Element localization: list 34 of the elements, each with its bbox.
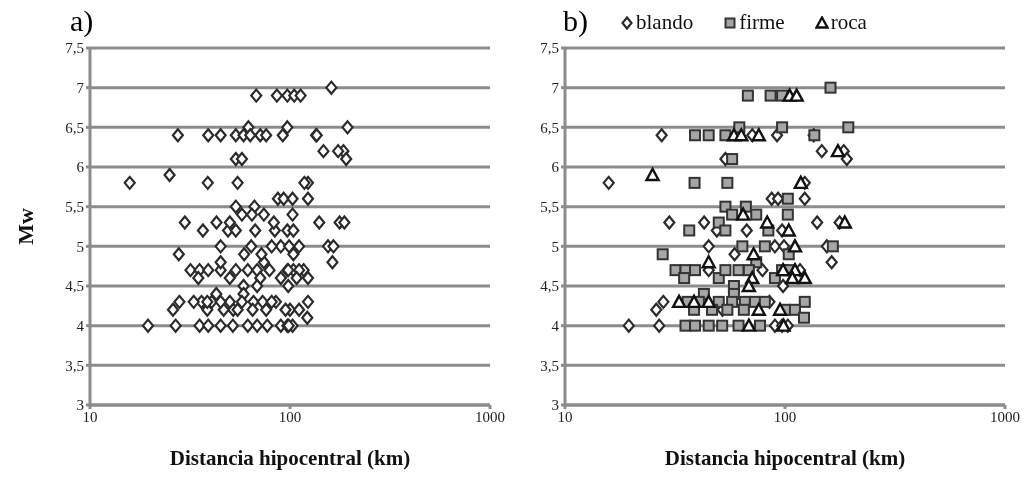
y-tick-label: 4 (76, 317, 85, 334)
x-tick-label: 1000 (475, 408, 505, 425)
y-tick-label: 7 (551, 79, 560, 96)
y-tick-label: 6,5 (65, 119, 84, 136)
x-tick-label: 10 (557, 408, 573, 425)
y-tick-label: 5,5 (65, 198, 84, 215)
y-tick-label: 7,5 (540, 40, 559, 57)
x-axis-title: Distancia hipocentral (km) (169, 446, 411, 470)
y-tick-label: 3 (76, 397, 84, 414)
y-tick-label: 3,5 (540, 357, 559, 374)
y-tick-label: 5 (76, 238, 84, 255)
chart-title: a) (70, 4, 94, 38)
y-tick-label: 3 (551, 397, 559, 414)
y-axis-title: Mw (12, 208, 38, 245)
x-tick-label: 100 (773, 408, 797, 425)
y-tick-label: 5 (551, 238, 559, 255)
y-tick-label: 6,5 (540, 119, 559, 136)
legend-label: firme (739, 10, 785, 35)
y-tick-label: 6 (76, 159, 85, 176)
x-tick-label: 100 (278, 408, 302, 425)
x-tick-label: 10 (82, 408, 98, 425)
legend-label: roca (830, 10, 867, 35)
y-tick-label: 3,5 (65, 357, 84, 374)
y-tick-label: 5,5 (540, 198, 559, 215)
y-tick-label: 7 (76, 79, 85, 96)
y-tick-label: 4,5 (65, 278, 84, 295)
y-tick-label: 6 (551, 159, 560, 176)
legend-label: blando (636, 10, 694, 35)
y-tick-label: 4 (551, 317, 560, 334)
y-tick-label: 4,5 (540, 278, 559, 295)
x-tick-label: 1000 (990, 408, 1020, 425)
y-tick-label: 7,5 (65, 40, 84, 57)
chart-title: b) (563, 4, 588, 38)
x-axis-title: Distancia hipocentral (km) (664, 446, 906, 470)
